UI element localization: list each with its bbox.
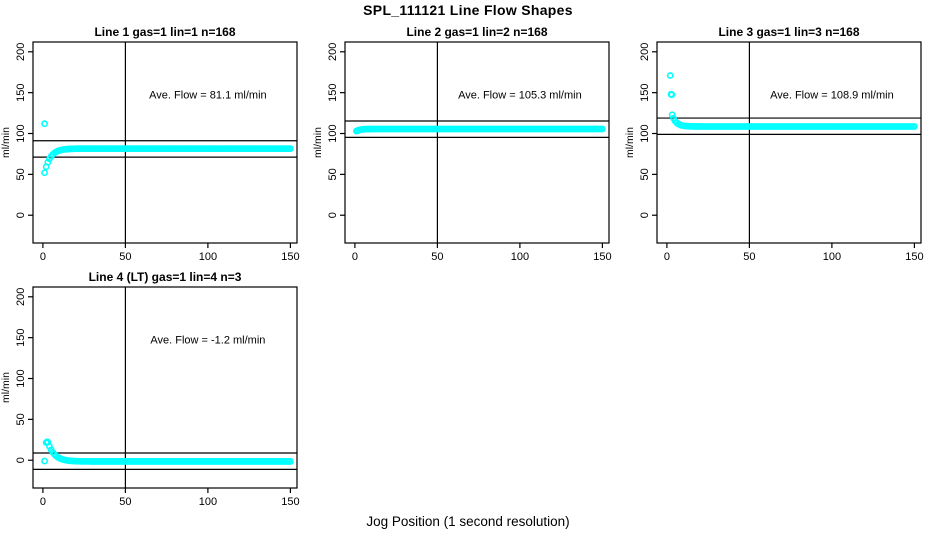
y-axis-title: ml/min (312, 127, 324, 158)
y-tick-label: 0 (15, 457, 27, 463)
data-point (41, 120, 48, 128)
y-tick-label: 150 (15, 83, 27, 101)
data-point (668, 91, 676, 99)
x-tick-label: 100 (511, 251, 529, 263)
y-tick-label: 0 (15, 212, 27, 218)
x-tick-label: 50 (431, 251, 443, 263)
plot-box (656, 41, 922, 244)
subplot-title: Line 4 (LT) gas=1 lin=4 n=3 (89, 270, 242, 284)
data-points (41, 120, 294, 177)
x-tick-label: 0 (664, 251, 670, 263)
y-tick-label: 100 (639, 124, 651, 142)
x-tick-label: 50 (119, 251, 131, 263)
data-point (41, 457, 48, 465)
x-tick-label: 150 (593, 251, 611, 263)
x-tick-label: 50 (743, 251, 755, 263)
y-tick-label: 0 (327, 212, 339, 218)
data-point (668, 111, 676, 119)
y-tick-label: 50 (15, 168, 27, 180)
data-point (41, 169, 48, 177)
y-tick-label: 100 (15, 369, 27, 387)
plot-box (32, 41, 298, 244)
y-tick-label: 200 (639, 43, 651, 61)
y-tick-label: 0 (639, 212, 651, 218)
ave-flow-annotation: Ave. Flow = 105.3 ml/min (458, 89, 582, 101)
x-tick-label: 150 (281, 251, 299, 263)
y-axis-title: ml/min (624, 127, 636, 158)
data-point (598, 125, 606, 133)
x-tick-label: 100 (199, 251, 217, 263)
subplot-4-canvas: Line 4 (LT) gas=1 lin=4 n=3 0 50 100 150 0 50 1… (0, 270, 300, 508)
subplot-title: Line 3 gas=1 lin=3 n=168 (718, 25, 859, 39)
subplot-title: Line 1 gas=1 lin=1 n=168 (94, 25, 235, 39)
subplot-1: Line 1 gas=1 lin=1 n=168 0 50 100 150 0 50 100 1… (0, 25, 312, 270)
data-point (910, 123, 918, 130)
plot-box (344, 41, 610, 244)
y-tick-label: 200 (15, 288, 27, 306)
x-tick-label: 150 (905, 251, 923, 263)
y-tick-label: 50 (327, 168, 339, 180)
y-tick-label: 150 (327, 83, 339, 101)
subplot-3: Line 3 gas=1 lin=3 n=168 0 50 100 150 0 50 100 1… (624, 25, 936, 270)
x-tick-label: 50 (119, 496, 131, 508)
data-point (286, 145, 294, 153)
subplot-3-canvas: Line 3 gas=1 lin=3 n=168 0 50 100 150 0 50 100 1… (624, 25, 924, 263)
x-tick-label: 0 (352, 251, 358, 263)
subplot-title: Line 2 gas=1 lin=2 n=168 (406, 25, 547, 39)
subplot-2: Line 2 gas=1 lin=2 n=168 0 50 100 150 0 50 100 1… (312, 25, 624, 270)
subplot-4: Line 4 (LT) gas=1 lin=4 n=3 0 50 100 150 0 50 1… (0, 270, 312, 515)
x-tick-label: 100 (823, 251, 841, 263)
plot-box (32, 286, 298, 489)
x-tick-label: 0 (40, 496, 46, 508)
y-tick-label: 100 (15, 124, 27, 142)
y-tick-label: 100 (327, 124, 339, 142)
ave-flow-annotation: Ave. Flow = 81.1 ml/min (149, 89, 266, 101)
data-points (41, 438, 294, 465)
x-axis-label: Jog Position (1 second resolution) (366, 514, 570, 529)
data-point (666, 72, 674, 79)
x-tick-label: 100 (199, 496, 217, 508)
data-point (46, 443, 53, 450)
y-tick-label: 50 (15, 413, 27, 425)
data-points (353, 125, 606, 135)
x-tick-label: 0 (40, 251, 46, 263)
data-points (666, 72, 918, 130)
y-tick-label: 200 (15, 43, 27, 61)
y-tick-label: 200 (327, 43, 339, 61)
x-tick-label: 150 (281, 496, 299, 508)
subplot-2-canvas: Line 2 gas=1 lin=2 n=168 0 50 100 150 0 50 100 1… (312, 25, 612, 263)
data-point (286, 458, 294, 465)
data-point (44, 158, 52, 166)
subplot-1-canvas: Line 1 gas=1 lin=1 n=168 0 50 100 150 0 50 100 1… (0, 25, 300, 263)
y-tick-label: 150 (639, 83, 651, 101)
y-axis-title: ml/min (0, 372, 12, 403)
ave-flow-annotation: Ave. Flow = -1.2 ml/min (150, 334, 265, 346)
ave-flow-annotation: Ave. Flow = 108.9 ml/min (770, 89, 894, 101)
y-axis-title: ml/min (0, 127, 12, 158)
figure-title: SPL_111121 Line Flow Shapes (363, 2, 573, 18)
y-tick-label: 50 (639, 168, 651, 180)
y-tick-label: 150 (15, 328, 27, 346)
